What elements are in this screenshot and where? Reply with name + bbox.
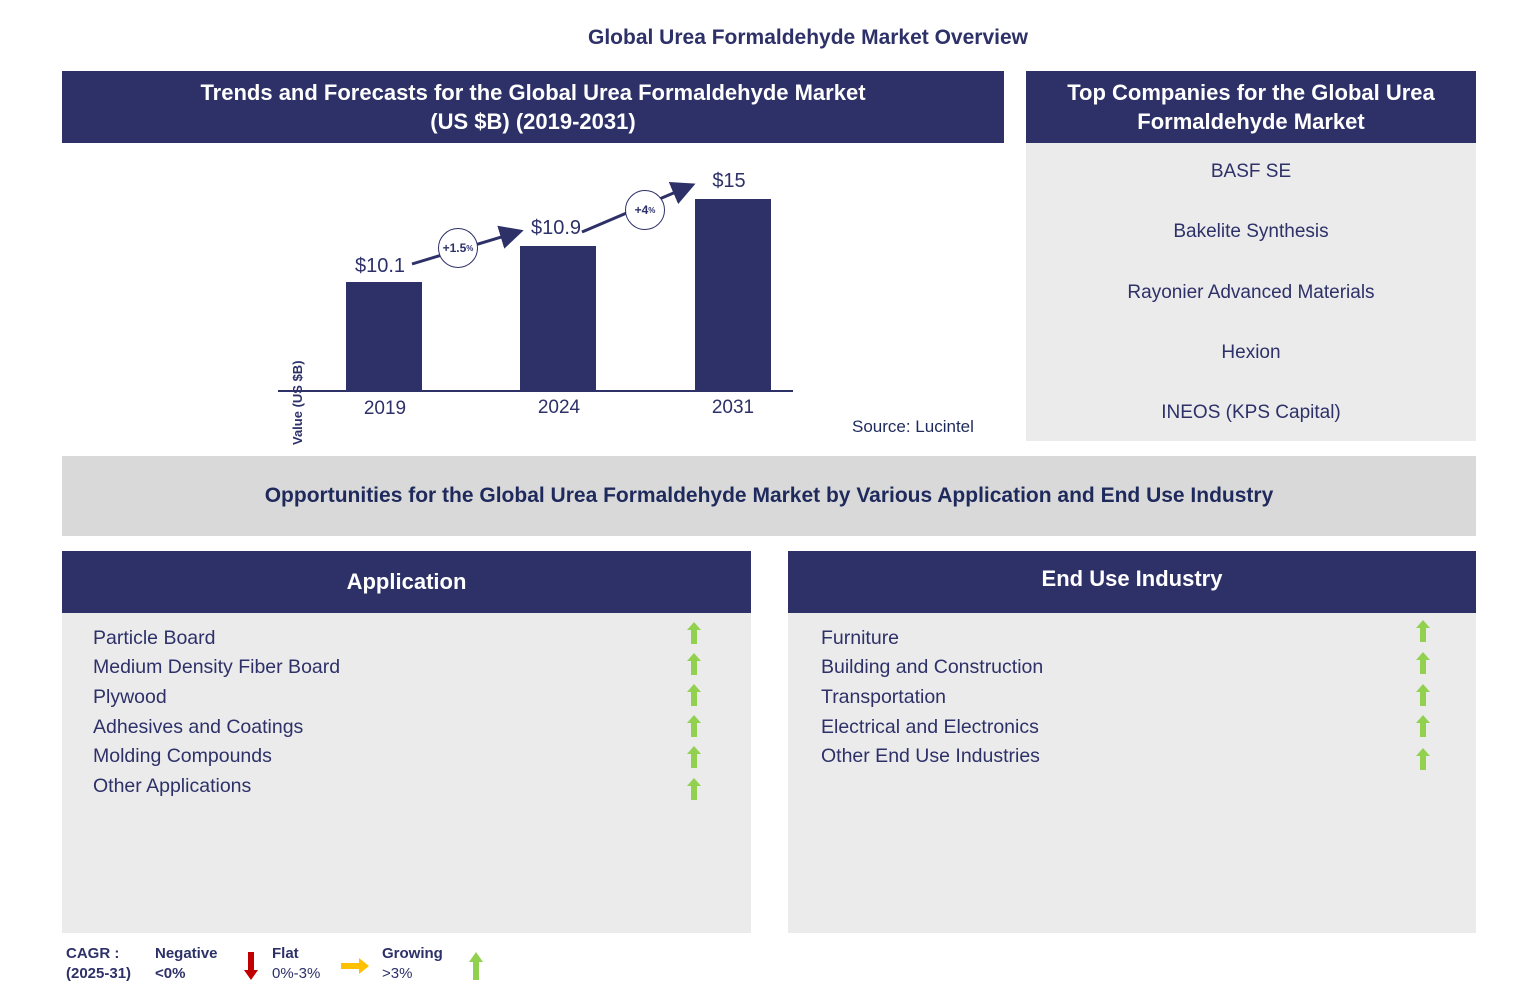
end-use-item: Furniture <box>821 627 900 649</box>
legend-cagr-label: CAGR : <box>66 945 120 962</box>
company-item: BASF SE <box>1210 161 1292 182</box>
growing-arrow-icon <box>469 952 483 980</box>
trends-header: Trends and Forecasts for the Global Urea… <box>62 71 1004 143</box>
end-use-list: Furniture Building and Construction Tran… <box>788 613 1476 933</box>
company-item: Hexion <box>1221 342 1281 363</box>
bar-2019 <box>346 282 422 391</box>
bar-2031 <box>695 199 771 391</box>
bar-2024 <box>520 246 596 391</box>
companies-header-line2: Formaldehyde Market <box>1137 109 1365 134</box>
x-tick-2024: 2024 <box>537 397 581 418</box>
legend-negative-range: <0% <box>155 965 186 982</box>
opportunities-banner: Opportunities for the Global Urea Formal… <box>62 456 1476 536</box>
application-item: Other Applications <box>93 775 252 797</box>
growing-arrow-icon <box>687 746 701 768</box>
legend-flat-range: 0%-3% <box>272 965 321 982</box>
cagr-badge-2019-2024: +1.5% <box>438 228 478 268</box>
value-label-2019: $10.1 <box>354 255 406 277</box>
end-use-item: Other End Use Industries <box>821 745 1040 767</box>
companies-header: Top Companies for the Global Urea Formal… <box>1026 71 1476 143</box>
x-tick-2031: 2031 <box>711 397 755 418</box>
flat-arrow-icon <box>341 958 369 974</box>
growing-arrow-icon <box>1416 715 1430 737</box>
legend-cagr-period: (2025-31) <box>66 965 132 982</box>
cagr-badge-2024-2031: +4% <box>625 190 665 230</box>
growing-arrow-icon <box>1416 748 1430 770</box>
x-tick-2019: 2019 <box>363 398 407 419</box>
application-item: Plywood <box>93 686 167 708</box>
legend-growing-range: >3% <box>382 965 413 982</box>
companies-list: BASF SE Bakelite Synthesis Rayonier Adva… <box>1026 143 1476 441</box>
growing-arrow-icon <box>1416 684 1430 706</box>
trends-header-line2: (US $B) (2019-2031) <box>430 109 636 134</box>
company-item: Bakelite Synthesis <box>1173 221 1329 242</box>
growth-arrows-icon <box>411 182 696 266</box>
cagr-legend: CAGR : (2025-31) Negative <0% Flat 0%-3%… <box>66 944 526 994</box>
end-use-item: Electrical and Electronics <box>821 716 1039 738</box>
x-axis-line <box>278 390 793 392</box>
growing-arrow-icon <box>1416 652 1430 674</box>
growing-arrow-icon <box>687 778 701 800</box>
source-text: Source: Lucintel <box>852 417 974 436</box>
trends-header-line1: Trends and Forecasts for the Global Urea… <box>200 80 866 105</box>
company-item: INEOS (KPS Capital) <box>1161 402 1341 423</box>
legend-flat-label: Flat <box>272 945 299 962</box>
growing-arrow-icon <box>687 653 701 675</box>
bar-chart: Value (US $B) $10.1 $10.9 $15 2019 2024 … <box>270 160 810 445</box>
legend-growing-label: Growing <box>382 945 443 962</box>
application-item: Molding Compounds <box>93 745 272 767</box>
end-use-header: End Use Industry <box>788 551 1476 613</box>
value-label-2024: $10.9 <box>530 217 582 239</box>
end-use-item: Building and Construction <box>821 656 1044 678</box>
companies-header-line1: Top Companies for the Global Urea <box>1067 80 1435 105</box>
growing-arrow-icon <box>1416 620 1430 642</box>
application-item: Particle Board <box>93 627 216 649</box>
legend-negative-label: Negative <box>155 945 218 962</box>
page-title: Global Urea Formaldehyde Market Overview <box>588 26 1028 49</box>
application-list: Particle Board Medium Density Fiber Boar… <box>62 613 751 933</box>
negative-arrow-icon <box>244 952 258 980</box>
application-header: Application <box>62 551 751 613</box>
end-use-item: Transportation <box>821 686 947 708</box>
value-label-2031: $15 <box>712 170 746 192</box>
growing-arrow-icon <box>687 684 701 706</box>
company-item: Rayonier Advanced Materials <box>1127 282 1375 303</box>
application-item: Adhesives and Coatings <box>93 716 304 738</box>
growing-arrow-icon <box>687 622 701 644</box>
application-item: Medium Density Fiber Board <box>93 656 341 678</box>
growing-arrow-icon <box>687 715 701 737</box>
